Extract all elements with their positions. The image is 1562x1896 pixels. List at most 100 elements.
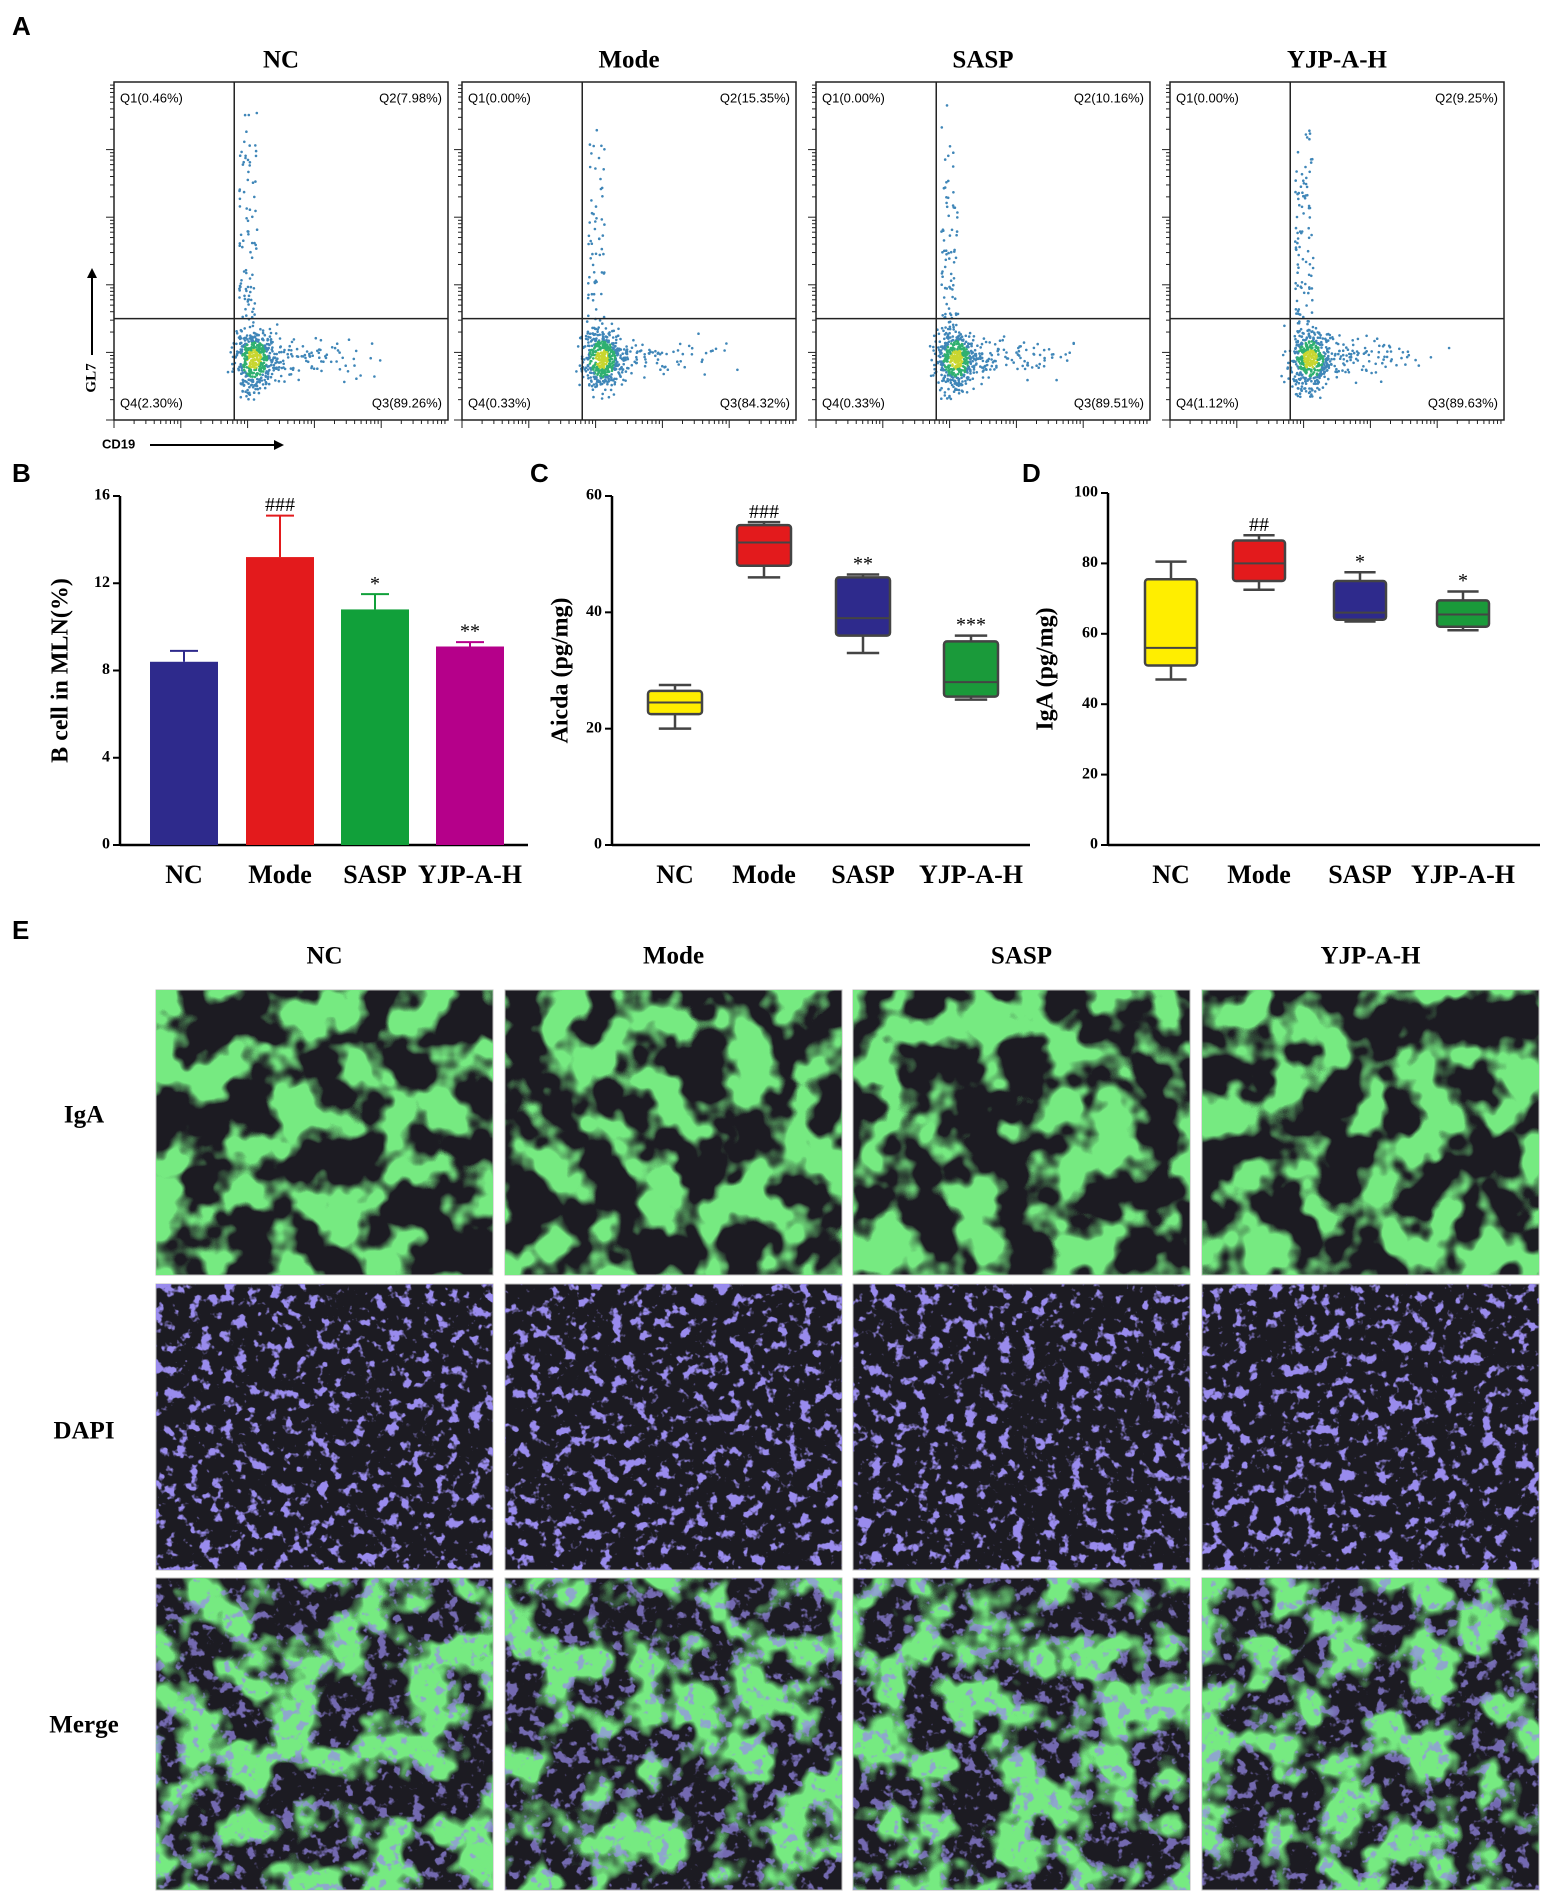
event-dot [977,357,980,361]
event-dot [275,366,279,370]
event-dot [672,350,675,354]
event-dot [254,387,257,391]
event-dot [304,356,307,360]
event-dot [974,363,978,366]
event-dot [1292,360,1295,364]
y-tick-label: 100 [1074,484,1098,501]
event-dot [1022,341,1026,344]
event-dot [1302,355,1306,358]
event-dot [681,352,685,356]
event-dot [940,373,943,377]
box [1231,539,1287,583]
event-dot [990,364,994,368]
event-dot [939,349,943,352]
event-dot [1296,321,1300,325]
event-dot [1302,338,1305,342]
event-dot [319,348,322,352]
event-dot [257,359,261,363]
event-dot [244,390,247,394]
event-dot [592,337,595,341]
event-dot [1304,365,1308,368]
event-dot [590,199,593,202]
event-dot [1294,360,1297,364]
event-dot [1308,346,1312,349]
event-dot [354,349,358,353]
event-dot [243,360,247,363]
event-dot [1300,281,1304,284]
event-dot [587,335,590,339]
event-dot [286,356,290,359]
event-dot [247,378,251,382]
event-dot [592,383,596,386]
event-dot [632,338,635,342]
event-dot [655,361,659,365]
event-dot [600,292,603,296]
event-dot [1356,337,1360,341]
event-dot [245,374,248,377]
event-dot [256,387,260,391]
event-dot [656,352,660,355]
dapi-signal [156,1578,493,1890]
event-dot [254,144,257,147]
event-dot [590,344,594,348]
event-dot [1306,249,1310,253]
event-dot [588,165,592,169]
event-dot [242,368,246,372]
event-dot [247,340,250,343]
event-dot [1038,362,1041,366]
bar [341,609,409,845]
event-dot [602,337,605,340]
y-axis-title: B cell in MLN(%) [48,578,74,763]
event-dot [958,334,961,337]
event-dot [1377,356,1380,359]
event-dot [953,206,957,209]
event-dot [596,333,600,337]
event-dot [612,350,616,354]
panel-label: D [1022,458,1041,488]
event-dot [578,383,581,387]
x-tick-label: SASP [831,860,895,889]
significance: ### [749,501,779,523]
y-tick-label: 20 [1082,765,1098,782]
event-dot [943,341,947,345]
event-dot [597,371,601,374]
event-dot [257,391,261,395]
event-dot [961,380,964,383]
event-dot [937,332,941,336]
event-dot [1383,355,1386,359]
event-dot [257,338,260,342]
event-dot [1005,363,1008,367]
event-dot [590,242,594,245]
y-axis-title: IgA (pg/mg) [1033,607,1059,730]
event-dot [961,365,965,368]
event-dot [947,251,950,255]
event-dot [955,323,958,327]
event-dot [609,378,613,382]
event-dot [1349,352,1353,356]
event-dot [1351,343,1355,347]
event-dot [241,390,244,393]
event-dot [238,244,241,247]
event-dot [1302,291,1306,295]
event-dot [247,233,250,236]
event-dot [279,360,283,364]
event-dot [1375,337,1379,341]
event-dot [579,336,582,340]
event-dot [972,371,976,374]
event-dot [322,360,325,364]
event-dot [997,353,1000,356]
panel-label: E [12,915,29,945]
event-dot [605,367,609,370]
event-dot [945,302,948,306]
event-dot [260,350,263,354]
event-dot [940,283,943,287]
event-dot [988,341,991,344]
event-dot [598,237,601,241]
event-dot [267,370,270,373]
event-dot [252,353,255,357]
event-dot [1329,336,1332,340]
event-dot [254,154,258,158]
event-dot [1026,361,1029,365]
event-dot [244,379,247,383]
event-dot [1339,355,1343,358]
